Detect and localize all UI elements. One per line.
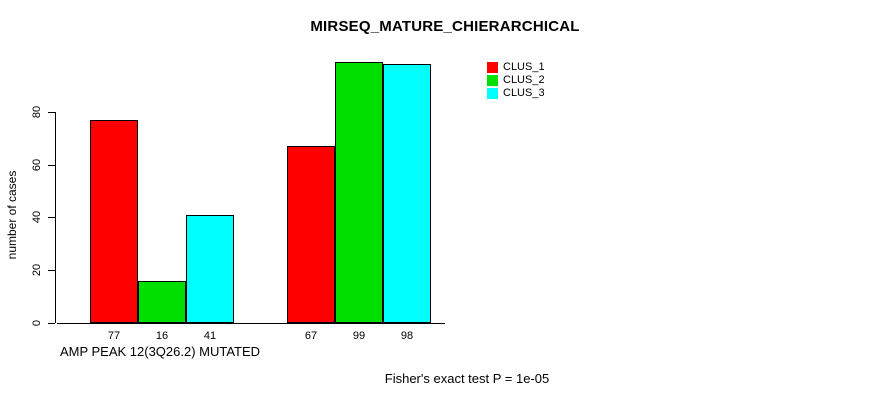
legend-item-clus_1: CLUS_1 [487, 61, 545, 73]
y-tick-mark [48, 112, 55, 113]
bar-clus_3-group2 [383, 64, 431, 323]
x-axis-group-label: AMP PEAK 12(3Q26.2) MUTATED [59, 344, 261, 359]
y-axis-line [55, 112, 56, 323]
y-axis-title: number of cases [5, 170, 19, 260]
bar-clus_2-group2 [335, 62, 383, 323]
y-tick-label: 80 [31, 105, 43, 119]
y-tick-mark [48, 165, 55, 166]
chart-title: MIRSEQ_MATURE_CHIERARCHICAL [310, 18, 580, 35]
y-tick-label: 40 [31, 210, 43, 224]
x-axis-baseline [57, 323, 445, 324]
bar-value-label: 41 [203, 330, 217, 342]
bar-clus_3-group1 [186, 215, 234, 323]
legend-label: CLUS_3 [503, 87, 545, 99]
legend-label: CLUS_2 [503, 74, 545, 86]
y-tick-label: 20 [31, 263, 43, 277]
bar-value-label: 67 [304, 330, 318, 342]
legend-item-clus_2: CLUS_2 [487, 74, 545, 86]
y-tick-mark [48, 217, 55, 218]
bar-clus_1-group1 [90, 120, 138, 323]
legend-swatch-icon [487, 74, 498, 86]
legend-label: CLUS_1 [503, 61, 545, 73]
bar-value-label: 77 [107, 330, 121, 342]
fisher-test-annotation: Fisher's exact test P = 1e-05 [384, 371, 550, 386]
y-tick-label: 60 [31, 158, 43, 172]
y-tick-mark [48, 270, 55, 271]
legend-item-clus_3: CLUS_3 [487, 87, 545, 99]
legend: CLUS_1 CLUS_2 CLUS_3 [487, 61, 545, 100]
bar-value-label: 98 [400, 330, 414, 342]
bar-clus_1-group2 [287, 146, 335, 323]
y-tick-label: 0 [31, 319, 43, 327]
legend-swatch-icon [487, 87, 498, 99]
bar-clus_2-group1 [138, 281, 186, 323]
bar-value-label: 16 [155, 330, 169, 342]
legend-swatch-icon [487, 61, 498, 73]
y-tick-mark [48, 323, 55, 324]
bar-value-label: 99 [352, 330, 366, 342]
